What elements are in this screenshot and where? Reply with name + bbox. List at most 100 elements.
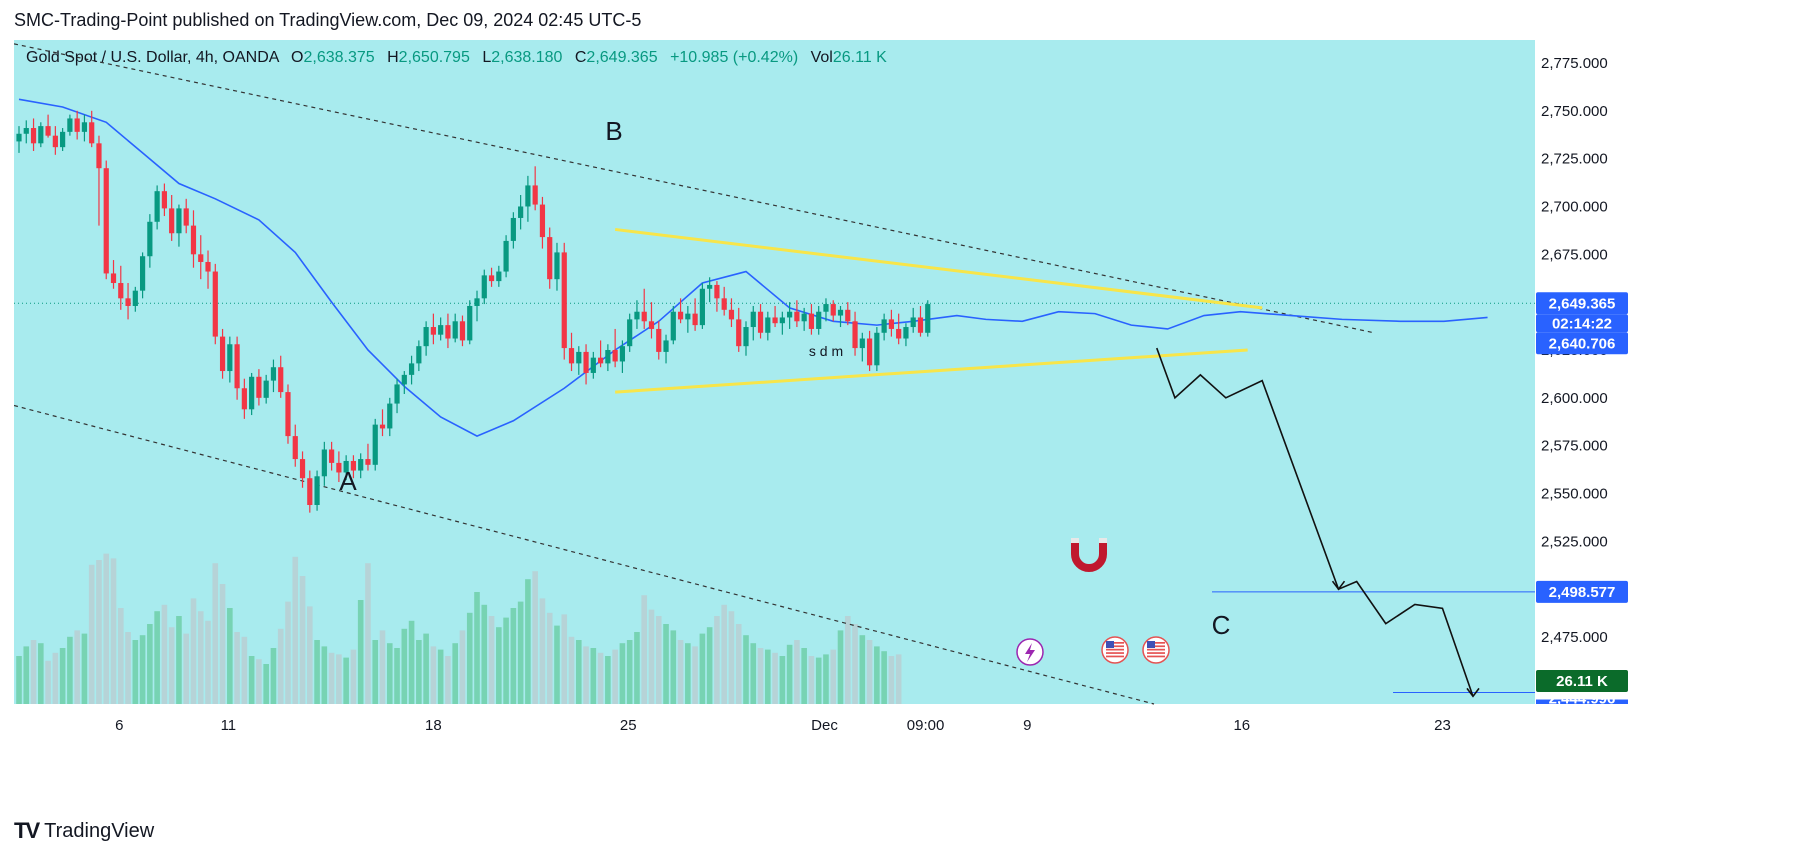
candle <box>299 451 306 488</box>
volume-bar <box>517 601 524 704</box>
volume-bar <box>546 612 553 704</box>
price-chart[interactable]: A B Cs d m Gold Spot / U.S. Dollar, 4h, OA… <box>13 40 1779 804</box>
candle <box>438 317 444 341</box>
candle <box>692 298 698 331</box>
time-axis-background <box>14 704 1779 804</box>
candle <box>459 315 466 347</box>
volume-bar <box>590 648 597 704</box>
price-tick: 2,700.000 <box>1541 198 1608 215</box>
candle-body <box>219 336 226 372</box>
volume-bar <box>372 640 379 704</box>
price-tick: 2,550.000 <box>1541 486 1608 503</box>
time-tick: 09:00 <box>907 717 945 734</box>
volume-bar <box>844 616 851 704</box>
candle <box>510 212 516 249</box>
candle-body <box>358 459 364 471</box>
candle-body <box>321 449 327 477</box>
time-tick: 18 <box>425 717 442 734</box>
volume-bar <box>888 656 895 704</box>
candle <box>910 307 916 333</box>
volume-bar <box>205 620 211 704</box>
candle-body <box>299 459 306 479</box>
time-tick: 25 <box>620 717 637 734</box>
volume-bar <box>343 657 349 704</box>
candle <box>881 313 887 341</box>
candle <box>205 250 211 289</box>
candle <box>888 309 894 337</box>
volume-bar <box>881 651 887 704</box>
candle-body <box>270 367 277 381</box>
candle <box>343 455 349 481</box>
candle-body <box>779 317 785 324</box>
volume-bar <box>597 652 604 704</box>
volume-bar <box>147 624 153 704</box>
volume-bar <box>605 656 611 704</box>
candle <box>612 328 618 368</box>
candle-body <box>518 206 524 218</box>
volume-bar <box>459 630 466 704</box>
volume-bar <box>837 630 844 704</box>
channel-lines <box>13 43 1535 705</box>
volume-bar <box>779 656 786 704</box>
volume-bar <box>685 643 691 704</box>
ohlc-legend: Gold Spot / U.S. Dollar, 4h, OANDA O2,63… <box>26 49 887 66</box>
volume-bar <box>423 633 429 704</box>
footer-brand[interactable]: TradingView <box>44 819 155 842</box>
candle-body <box>772 317 778 324</box>
candle <box>176 204 182 247</box>
volume-bar <box>176 616 182 704</box>
volume-bar <box>692 646 698 704</box>
volume-bar <box>139 635 146 704</box>
flag-stripe <box>1147 645 1165 648</box>
projection-arrow-mid <box>1331 580 1346 591</box>
candle-body <box>561 252 567 349</box>
candle <box>830 300 836 322</box>
volume-bar <box>663 624 669 704</box>
volume-bar <box>866 640 873 704</box>
candle <box>416 340 422 372</box>
candle <box>336 451 342 483</box>
legend-change: +10.985 (+0.42%) <box>670 49 798 66</box>
candle <box>256 369 262 406</box>
magnet-body <box>1071 542 1107 572</box>
candle <box>408 355 415 385</box>
candle-body <box>670 311 676 341</box>
volume-tag: 26.11 K <box>1536 670 1628 693</box>
candle <box>721 286 727 316</box>
candle <box>539 196 546 249</box>
candle-body <box>619 346 626 362</box>
volume-bar <box>575 640 582 704</box>
candle-body <box>329 449 335 463</box>
candle <box>212 263 218 345</box>
candle-body <box>648 321 655 329</box>
candle-body <box>845 309 851 322</box>
volume-bar <box>219 584 226 704</box>
candle-body <box>183 208 189 226</box>
candle <box>670 305 676 345</box>
candle-body <box>467 305 473 341</box>
candle-body <box>605 349 611 364</box>
candle <box>358 453 364 479</box>
volume-bar <box>619 643 626 704</box>
volume-bar <box>394 648 400 704</box>
candle-body <box>532 185 538 205</box>
flag-stripe <box>1147 648 1165 651</box>
candle-body <box>787 311 793 318</box>
candle-body <box>866 338 873 366</box>
candle <box>365 443 371 471</box>
candle <box>23 120 29 144</box>
candle-body <box>874 332 880 366</box>
volume-bar <box>706 627 713 704</box>
candle-body <box>110 273 117 284</box>
chart-background <box>14 40 1535 704</box>
candle-body <box>139 256 146 291</box>
target-price-tag-bg <box>1536 580 1628 603</box>
publish-info: SMC-Trading-Point published on TradingVi… <box>14 10 642 30</box>
candle-body <box>176 208 182 234</box>
volume-bar <box>81 633 88 704</box>
us-flag-event-icon <box>1101 636 1129 664</box>
volume-bar <box>481 604 488 704</box>
volume-bar <box>125 632 131 704</box>
bottom-price-tag-bg <box>1536 699 1628 704</box>
